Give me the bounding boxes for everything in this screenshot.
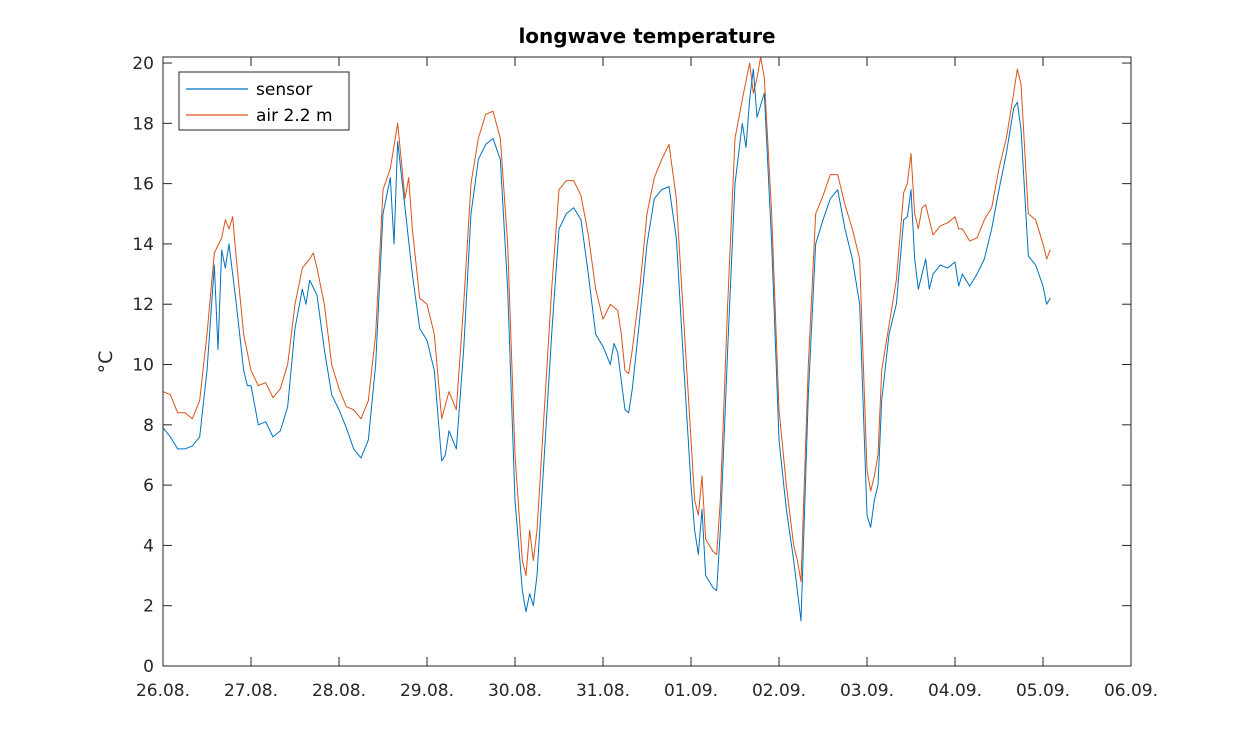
y-tick-label: 14 <box>132 235 154 255</box>
x-tick-label: 06.09. <box>1104 681 1158 701</box>
series-line-air <box>162 56 1051 583</box>
y-tick-label: 20 <box>132 54 154 74</box>
x-tick-label: 04.09. <box>928 681 982 701</box>
y-tick-label: 16 <box>132 175 154 195</box>
legend: sensor air 2.2 m <box>178 71 350 131</box>
y-tick-label: 8 <box>143 416 154 436</box>
x-tick-label: 05.09. <box>1016 681 1070 701</box>
series-line-sensor <box>162 68 1051 622</box>
y-tick-label: 18 <box>132 114 154 134</box>
legend-label-sensor: sensor <box>256 80 312 100</box>
y-tick-label: 0 <box>143 657 154 677</box>
x-tick-label: 03.09. <box>840 681 894 701</box>
x-tick-label: 29.08. <box>400 681 454 701</box>
plot-area <box>163 57 1131 666</box>
y-tick-label: 2 <box>143 597 154 617</box>
y-tick-label: 6 <box>143 476 154 496</box>
y-axis-label: °C <box>95 351 117 374</box>
y-tick-label: 12 <box>132 295 154 315</box>
x-tick-label: 02.09. <box>752 681 806 701</box>
x-tick-label: 27.08. <box>224 681 278 701</box>
x-tick-label: 30.08. <box>488 681 542 701</box>
x-tick-label: 28.08. <box>312 681 366 701</box>
chart-title: longwave temperature <box>518 24 775 48</box>
legend-box <box>178 71 350 131</box>
y-tick-label: 10 <box>132 356 154 376</box>
x-tick-label: 26.08. <box>136 681 190 701</box>
series-layer <box>162 56 1051 622</box>
legend-label-air: air 2.2 m <box>256 106 333 126</box>
y-tick-label: 4 <box>143 536 154 556</box>
axes-layer: 0 2 4 6 8 10 12 14 16 18 20 26.08. 27.08. 28.08. 29.08… <box>132 54 1158 701</box>
axes-box <box>162 56 1132 667</box>
x-tick-label: 31.08. <box>576 681 630 701</box>
x-tick-label: 01.09. <box>664 681 718 701</box>
